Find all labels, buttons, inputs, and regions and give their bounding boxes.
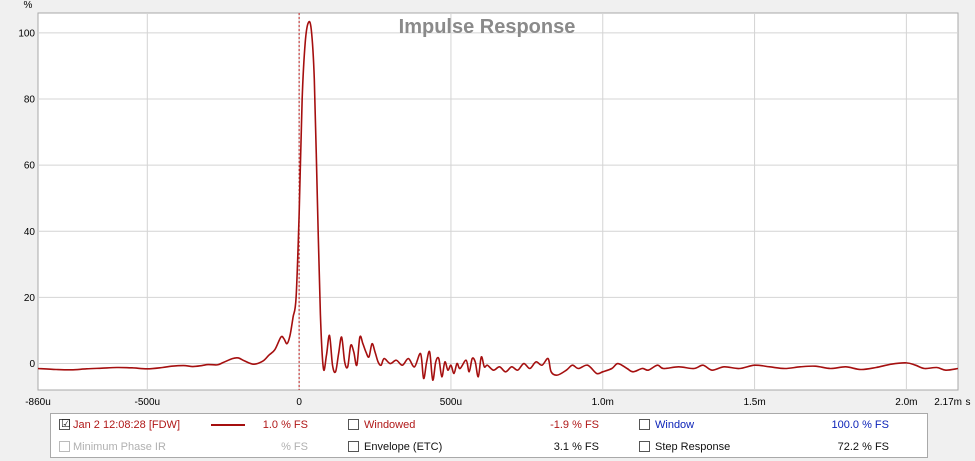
x-tick-label: 2.17m: [934, 397, 962, 408]
x-axis-ticks: -860u -500u 0 500u 1.0m 1.5m 2.0m 2.17m: [25, 397, 962, 408]
legend-value-windowed: -1.9 % FS: [550, 419, 599, 431]
legend-label-step-response[interactable]: Step Response: [655, 441, 731, 453]
chart-title: Impulse Response: [399, 16, 576, 38]
envelope-checkbox[interactable]: [348, 441, 359, 452]
x-tick-label: 2.0m: [895, 397, 917, 408]
y-tick-label: 100: [18, 28, 35, 39]
legend-value-minimum-phase: % FS: [281, 441, 308, 453]
series-checkbox[interactable]: ☑: [59, 418, 71, 430]
x-tick-label: 0: [296, 397, 302, 408]
legend-value-fdw: 1.0 % FS: [262, 419, 308, 431]
series-line-fdw: [37, 20, 959, 381]
x-tick-label: -500u: [135, 397, 161, 408]
minimum-phase-checkbox: [59, 441, 70, 452]
checkmark-icon: ☑: [61, 418, 71, 430]
x-tick-label: -860u: [25, 397, 51, 408]
y-tick-label: 0: [29, 359, 35, 370]
legend-label-envelope[interactable]: Envelope (ETC): [364, 441, 443, 453]
legend-label-fdw[interactable]: Jan 2 12:08:28 [FDW]: [73, 419, 180, 431]
x-tick-label: 1.5m: [743, 397, 765, 408]
x-tick-label: 500u: [440, 397, 462, 408]
legend-value-window: 100.0 % FS: [831, 419, 889, 431]
y-tick-label: 80: [24, 94, 36, 105]
window-checkbox[interactable]: [639, 419, 650, 430]
y-axis-label: %: [24, 0, 33, 11]
y-tick-label: 40: [24, 227, 36, 238]
y-tick-label: 20: [24, 293, 36, 304]
grid-lines: [38, 13, 958, 390]
impulse-response-chart[interactable]: 0 20 40 60 80 100 -860u -500u 0 500u 1.0m 1.5m 2.0m…: [0, 0, 975, 412]
step-response-checkbox[interactable]: [639, 441, 650, 452]
legend-value-step-response: 72.2 % FS: [837, 441, 889, 453]
y-tick-label: 60: [24, 161, 36, 172]
legend-label-windowed[interactable]: Windowed: [364, 419, 416, 431]
x-axis-unit-label: s: [966, 397, 971, 408]
legend-value-envelope: 3.1 % FS: [553, 441, 599, 453]
legend-panel: ☑ Jan 2 12:08:28 [FDW] 1.0 % FS Minimum …: [50, 413, 928, 458]
legend-swatch-fdw: [211, 424, 245, 426]
legend-label-minimum-phase: Minimum Phase IR: [73, 441, 166, 453]
windowed-checkbox[interactable]: [348, 419, 359, 430]
x-tick-label: 1.0m: [592, 397, 614, 408]
legend-label-window[interactable]: Window: [655, 419, 695, 431]
y-axis-ticks: 0 20 40 60 80 100: [18, 28, 35, 370]
plot-area[interactable]: [37, 12, 959, 391]
